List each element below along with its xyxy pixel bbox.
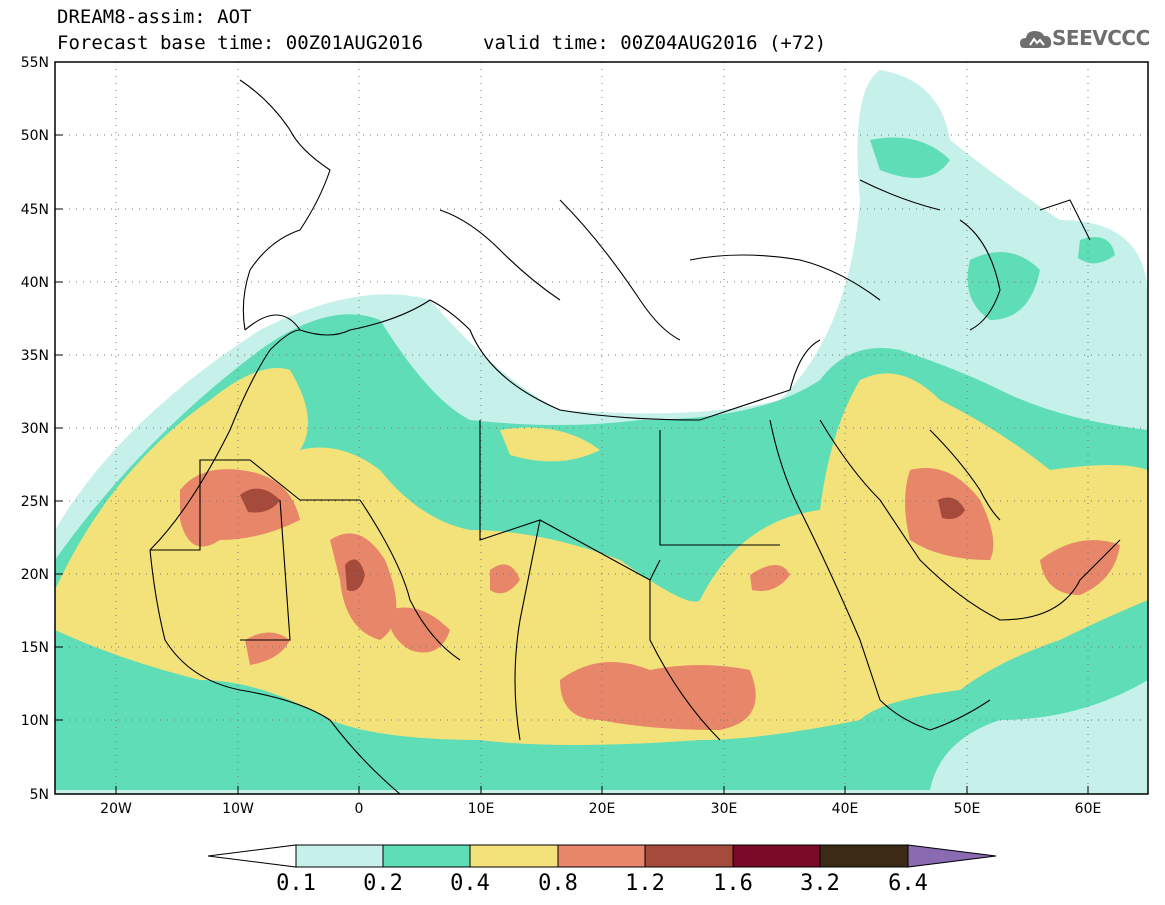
cloud-icon — [1020, 31, 1052, 48]
lat-axis: 55N 50N 45N 40N 35N 30N 25N 20N 15N 10N … — [21, 55, 49, 803]
lon-label: 50E — [954, 801, 981, 817]
colorbar-label: 3.2 — [800, 871, 840, 896]
logo-text: SEEVCCC — [1052, 26, 1150, 50]
lat-label: 15N — [21, 640, 49, 656]
colorbar-label: 1.6 — [713, 871, 753, 896]
lon-label: 10W — [222, 801, 254, 817]
lat-label: 35N — [21, 348, 49, 364]
lon-label: 30E — [711, 801, 738, 817]
lat-label: 40N — [21, 275, 49, 291]
lon-label: 20W — [100, 801, 132, 817]
lat-label: 50N — [21, 128, 49, 144]
lat-label: 10N — [21, 713, 49, 729]
colorbar-swatch — [819, 844, 909, 868]
map-title: DREAM8-assim: AOT — [57, 6, 252, 28]
colorbar-swatch — [382, 844, 471, 868]
aot-contour-1.2 — [240, 488, 280, 513]
aot-contour-0.4 — [55, 368, 1148, 745]
lat-label: 55N — [21, 55, 49, 71]
lon-label: 60E — [1075, 801, 1102, 817]
aot-contour-0.8 — [180, 469, 300, 547]
lon-label: 0 — [355, 801, 364, 817]
colorbar-label: 6.4 — [888, 871, 928, 896]
lon-label: 20E — [589, 801, 616, 817]
colorbar-swatch — [469, 844, 559, 868]
lat-label: 20N — [21, 567, 49, 583]
lat-label: 25N — [21, 494, 49, 510]
forecast-base-time: Forecast base time: 00Z01AUG2016 — [57, 32, 424, 54]
lat-label: 30N — [21, 421, 49, 437]
colorbar-label: 1.2 — [625, 871, 665, 896]
colorbar — [207, 844, 997, 868]
lon-label: 10E — [468, 801, 495, 817]
tick-marks — [55, 61, 1089, 795]
lon-axis: 20W 10W 0 10E 20E 30E 40E 50E 60E — [100, 801, 1101, 817]
colorbar-high-arrow — [907, 844, 997, 868]
colorbar-swatch — [295, 844, 384, 868]
colorbar-label: 0.1 — [276, 871, 316, 896]
coastlines — [149, 79, 1121, 794]
lon-label: 40E — [832, 801, 859, 817]
colorbar-label: 0.2 — [363, 871, 403, 896]
valid-time: valid time: 00Z04AUG2016 (+72) — [483, 32, 827, 54]
colorbar-labels: 0.1 0.2 0.4 0.8 1.2 1.6 3.2 6.4 — [276, 871, 928, 896]
gridlines — [55, 62, 1148, 794]
colorbar-label: 0.8 — [538, 871, 578, 896]
colorbar-swatch — [557, 844, 646, 868]
lat-label: 45N — [21, 202, 49, 218]
lat-label: 5N — [30, 787, 49, 803]
colorbar-swatch — [644, 844, 734, 868]
colorbar-label: 0.4 — [450, 871, 490, 896]
colorbar-low-arrow — [207, 844, 297, 868]
colorbar-swatch — [732, 844, 821, 868]
